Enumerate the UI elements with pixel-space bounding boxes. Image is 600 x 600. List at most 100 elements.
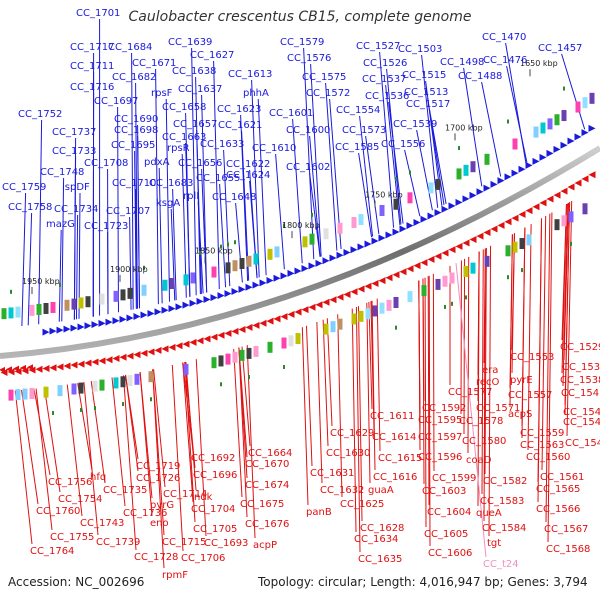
forward-gene-label[interactable]: CC_1579 xyxy=(280,37,324,48)
reverse-gene-arrow[interactable] xyxy=(28,366,36,374)
reverse-gene-arrow[interactable] xyxy=(399,268,407,276)
reverse-gene-label[interactable]: CC_1704 xyxy=(191,504,235,515)
forward-gene-label[interactable]: CC_1717 xyxy=(70,42,114,53)
forward-gene-arrow[interactable] xyxy=(399,225,407,233)
reverse-gene-arrow[interactable] xyxy=(406,265,414,273)
forward-gene-arrow[interactable] xyxy=(371,237,379,245)
reverse-gene-label[interactable]: acpP xyxy=(253,540,277,551)
reverse-gene-arrow[interactable] xyxy=(560,187,568,195)
reverse-gene-arrow[interactable] xyxy=(469,236,477,244)
forward-gene-label[interactable]: rpsF xyxy=(151,88,173,99)
forward-gene-arrow[interactable] xyxy=(315,259,323,267)
reverse-gene-label[interactable]: panB xyxy=(306,507,332,518)
forward-gene-arrow[interactable] xyxy=(301,264,309,272)
forward-gene-arrow[interactable] xyxy=(280,272,288,280)
reverse-gene-label[interactable]: coaD xyxy=(466,455,492,466)
reverse-gene-arrow[interactable] xyxy=(434,252,442,260)
forward-gene-arrow[interactable] xyxy=(126,314,134,322)
reverse-gene-arrow[interactable] xyxy=(539,199,547,207)
forward-gene-arrow[interactable] xyxy=(378,234,386,242)
reverse-gene-arrow[interactable] xyxy=(280,313,288,321)
forward-gene-label[interactable]: CC_1527 xyxy=(356,41,400,52)
reverse-gene-label[interactable]: ndk xyxy=(194,492,213,503)
reverse-gene-arrow[interactable] xyxy=(420,259,428,267)
reverse-gene-arrow[interactable] xyxy=(154,346,162,354)
reverse-gene-arrow[interactable] xyxy=(70,361,78,369)
forward-gene-label[interactable]: CC_1457 xyxy=(538,43,582,54)
reverse-gene-label[interactable]: recO xyxy=(476,377,500,388)
forward-gene-label[interactable]: CC_1601 xyxy=(269,108,313,119)
forward-gene-arrow[interactable] xyxy=(91,321,99,329)
reverse-gene-label[interactable]: CC_1719 xyxy=(136,461,180,472)
reverse-gene-arrow[interactable] xyxy=(63,362,71,370)
reverse-gene-arrow[interactable] xyxy=(252,321,260,329)
reverse-gene-arrow[interactable] xyxy=(91,358,99,366)
reverse-gene-arrow[interactable] xyxy=(392,271,400,279)
reverse-gene-arrow[interactable] xyxy=(119,353,127,361)
forward-gene-arrow[interactable] xyxy=(182,301,190,309)
reverse-gene-label[interactable]: CC_1563 xyxy=(520,440,564,451)
forward-gene-arrow[interactable] xyxy=(196,297,204,305)
reverse-gene-arrow[interactable] xyxy=(35,365,43,373)
reverse-gene-arrow[interactable] xyxy=(14,367,22,375)
reverse-gene-label[interactable]: CC_1675 xyxy=(240,499,284,510)
forward-gene-label[interactable]: CC_1655 xyxy=(196,173,240,184)
forward-gene-arrow[interactable] xyxy=(49,327,57,335)
forward-gene-arrow[interactable] xyxy=(350,246,358,254)
forward-gene-label[interactable]: CC_1648 xyxy=(212,192,256,203)
forward-gene-arrow[interactable] xyxy=(567,137,575,145)
reverse-gene-arrow[interactable] xyxy=(203,335,211,343)
reverse-gene-label[interactable]: CC_1693 xyxy=(204,538,248,549)
reverse-gene-label[interactable]: CC_1625 xyxy=(340,499,384,510)
reverse-gene-arrow[interactable] xyxy=(371,279,379,287)
forward-gene-arrow[interactable] xyxy=(490,180,498,188)
forward-gene-arrow[interactable] xyxy=(119,315,127,323)
reverse-gene-label[interactable]: CC_1559 xyxy=(520,428,564,439)
reverse-gene-arrow[interactable] xyxy=(224,329,232,337)
reverse-gene-arrow[interactable] xyxy=(546,195,554,203)
reverse-gene-label[interactable]: CC_1705 xyxy=(193,524,237,535)
reverse-gene-arrow[interactable] xyxy=(287,310,295,318)
forward-gene-label[interactable]: CC_1752 xyxy=(18,109,62,120)
forward-gene-label[interactable]: CC_1621 xyxy=(218,120,262,131)
forward-gene-label[interactable]: CC_1737 xyxy=(52,127,96,138)
reverse-gene-arrow[interactable] xyxy=(27,364,33,371)
forward-gene-label[interactable]: ispDF xyxy=(62,182,90,193)
reverse-gene-arrow[interactable] xyxy=(217,331,225,339)
forward-gene-label[interactable]: CC_1517 xyxy=(406,99,450,110)
reverse-gene-label[interactable]: CC_1583 xyxy=(480,496,524,507)
reverse-gene-label[interactable]: CC_1560 xyxy=(526,452,570,463)
reverse-gene-arrow[interactable] xyxy=(301,306,309,314)
reverse-gene-arrow[interactable] xyxy=(49,364,57,372)
forward-gene-arrow[interactable] xyxy=(420,215,428,223)
reverse-gene-arrow[interactable] xyxy=(42,365,50,373)
reverse-gene-label[interactable]: CC_1632 xyxy=(320,485,364,496)
reverse-gene-label[interactable]: CC_1754 xyxy=(58,494,102,505)
forward-gene-label[interactable]: CC_1707 xyxy=(106,206,150,217)
forward-gene-arrow[interactable] xyxy=(406,222,414,230)
forward-gene-arrow[interactable] xyxy=(455,198,463,206)
reverse-gene-label[interactable]: CC_1760 xyxy=(36,506,80,517)
reverse-gene-label[interactable]: CC_1578 xyxy=(459,416,503,427)
reverse-gene-label[interactable]: CC_1592 xyxy=(422,403,466,414)
reverse-gene-label[interactable]: CC_1580 xyxy=(462,436,506,447)
forward-gene-label[interactable]: CC_1526 xyxy=(363,58,407,69)
reverse-gene-arrow[interactable] xyxy=(343,290,351,298)
forward-gene-arrow[interactable] xyxy=(84,322,92,330)
forward-gene-label[interactable]: CC_1622 xyxy=(226,159,270,170)
reverse-gene-label[interactable]: CC_1715 xyxy=(162,537,206,548)
reverse-gene-arrow[interactable] xyxy=(210,333,218,341)
forward-gene-label[interactable]: CC_1575 xyxy=(302,72,346,83)
reverse-gene-label[interactable]: CC_1743 xyxy=(80,518,124,529)
forward-gene-arrow[interactable] xyxy=(238,285,246,293)
forward-gene-arrow[interactable] xyxy=(42,328,50,336)
forward-gene-arrow[interactable] xyxy=(266,277,274,285)
forward-gene-arrow[interactable] xyxy=(553,145,561,153)
forward-gene-arrow[interactable] xyxy=(231,288,239,296)
reverse-gene-arrow[interactable] xyxy=(581,175,589,183)
reverse-gene-arrow[interactable] xyxy=(364,282,372,290)
forward-gene-label[interactable]: CC_1656 xyxy=(178,158,222,169)
forward-gene-label[interactable]: CC_1639 xyxy=(168,37,212,48)
reverse-gene-arrow[interactable] xyxy=(77,360,85,368)
